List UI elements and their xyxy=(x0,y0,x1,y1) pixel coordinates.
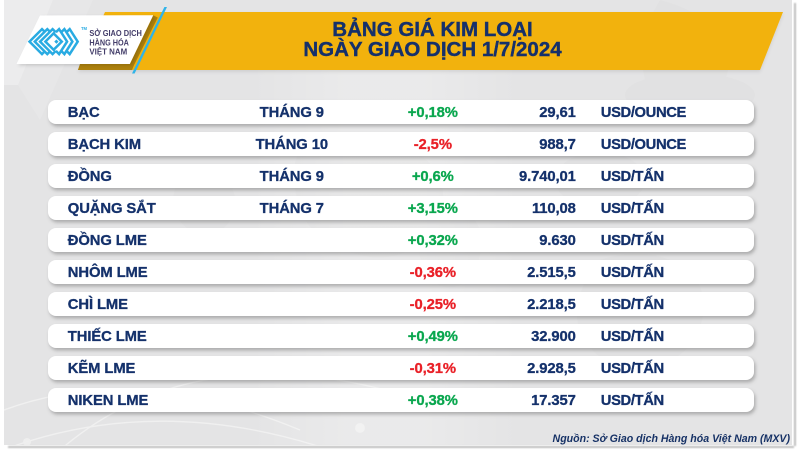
svg-text:TM: TM xyxy=(81,26,88,31)
svg-text:SỞ GIAO DỊCH: SỞ GIAO DỊCH xyxy=(89,27,142,38)
svg-text:VIỆT NAM: VIỆT NAM xyxy=(89,46,127,57)
svg-text:HÀNG HÓA: HÀNG HÓA xyxy=(89,36,129,47)
